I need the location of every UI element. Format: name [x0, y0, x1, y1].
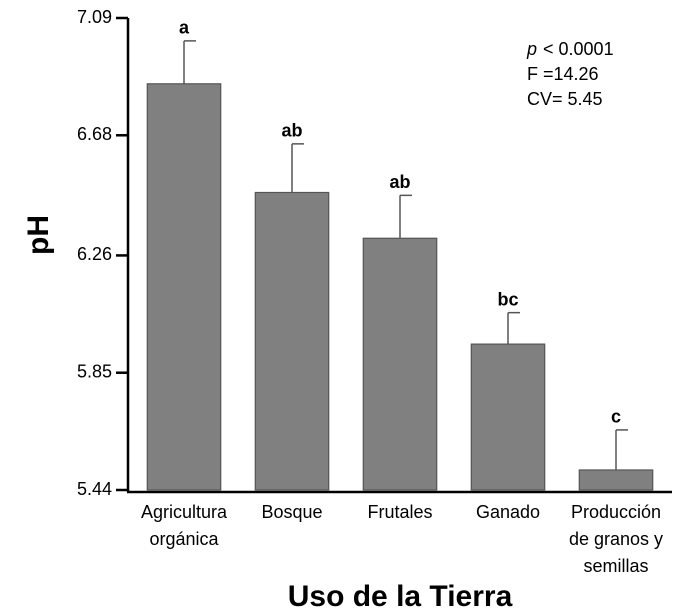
- x-tick-label: orgánica: [149, 529, 219, 549]
- y-tick-label: 7.09: [77, 7, 112, 27]
- x-tick-label: Agricultura: [141, 502, 228, 522]
- annotation-text: < 0.0001: [543, 39, 614, 59]
- x-tick-label: Ganado: [476, 502, 540, 522]
- group-letter: bc: [497, 289, 518, 309]
- group-letter: ab: [389, 172, 410, 192]
- annotation: p < 0.0001: [526, 39, 614, 59]
- y-axis-title: pH: [22, 215, 55, 255]
- annotation-italic: p: [526, 39, 537, 59]
- y-tick-label: 5.85: [77, 361, 112, 381]
- x-tick-label: Producción: [571, 502, 661, 522]
- annotation: F =14.26: [527, 64, 599, 84]
- group-letter: a: [179, 18, 190, 38]
- annotation-text: CV= 5.45: [527, 89, 603, 109]
- x-tick-label: semillas: [583, 556, 648, 576]
- bar: [254, 191, 330, 491]
- bar: [362, 237, 438, 491]
- y-tick-label: 6.68: [77, 124, 112, 144]
- x-tick-label: Frutales: [367, 502, 432, 522]
- bar: [146, 83, 222, 491]
- x-tick-label: Bosque: [261, 502, 322, 522]
- group-letter: ab: [281, 121, 302, 141]
- annotation-text: F =14.26: [527, 64, 599, 84]
- bar: [578, 469, 654, 491]
- annotation: CV= 5.45: [527, 89, 603, 109]
- x-tick-label: de granos y: [569, 529, 663, 549]
- y-tick-label: 5.44: [77, 479, 112, 499]
- x-axis-title: Uso de la Tierra: [288, 580, 513, 613]
- bar: [470, 343, 546, 491]
- group-letter: c: [611, 407, 621, 427]
- y-tick-label: 6.26: [77, 244, 112, 264]
